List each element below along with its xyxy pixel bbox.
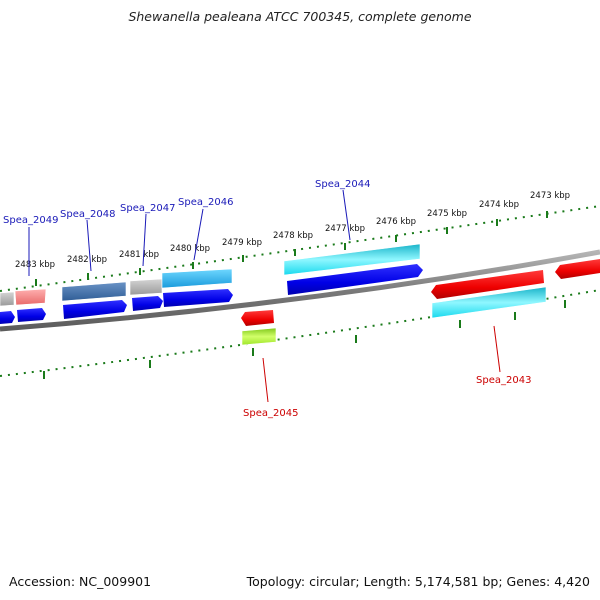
scale-label-2476: 2476 kbp <box>376 217 416 227</box>
gene-label-spea-2047[interactable]: Spea_2047 <box>120 203 175 214</box>
gene-box-spea-2044[interactable] <box>283 243 421 276</box>
gene-label-spea-2044[interactable]: Spea_2044 <box>315 179 370 190</box>
genome-backbone <box>0 249 600 332</box>
scale-label-2483: 2483 kbp <box>15 260 55 270</box>
gene-box-spea-2048[interactable] <box>61 281 127 302</box>
gene-label-spea-2048[interactable]: Spea_2048 <box>60 209 115 220</box>
gene-box-spea-2045[interactable] <box>241 327 277 346</box>
scale-label-2480: 2480 kbp <box>170 244 210 254</box>
forward-arrow-partial[interactable] <box>0 311 15 324</box>
genome-summary-text: Topology: circular; Length: 5,174,581 bp… <box>246 574 590 589</box>
inner-major-ticks <box>43 300 566 379</box>
scale-label-2478: 2478 kbp <box>273 231 313 241</box>
reverse-arrow-partial-right[interactable] <box>555 259 600 279</box>
forward-arrow-spea-2044[interactable] <box>287 264 423 295</box>
scale-label-2479: 2479 kbp <box>222 238 262 248</box>
outer-scale-track <box>0 205 600 292</box>
forward-arrow-spea-2046[interactable] <box>163 289 233 307</box>
forward-arrow-spea-2049[interactable] <box>17 308 46 322</box>
forward-arrow-spea-2047[interactable] <box>132 296 163 311</box>
gene-label-spea-2046[interactable]: Spea_2046 <box>178 197 233 208</box>
scale-label-2482: 2482 kbp <box>67 255 107 265</box>
gene-box-spea-2049[interactable] <box>14 288 47 306</box>
scale-label-2473: 2473 kbp <box>530 191 570 201</box>
gene-box-spea-2046[interactable] <box>161 268 233 289</box>
reverse-cog-boxes <box>241 286 547 346</box>
label-leader-lines <box>28 189 501 403</box>
gene-box-spea-2043[interactable] <box>431 286 547 319</box>
gene-label-spea-2045[interactable]: Spea_2045 <box>243 408 298 419</box>
gene-label-spea-2043[interactable]: Spea_2043 <box>476 375 531 386</box>
reverse-arrow-spea-2045[interactable] <box>241 310 274 326</box>
accession-text: Accession: NC_009901 <box>9 574 152 589</box>
forward-cog-boxes <box>0 243 421 307</box>
forward-gene-arrows <box>0 264 423 324</box>
scale-label-2474: 2474 kbp <box>479 200 519 210</box>
scale-label-2475: 2475 kbp <box>427 209 467 219</box>
scale-label-2477: 2477 kbp <box>325 224 365 234</box>
gene-label-spea-2049[interactable]: Spea_2049 <box>3 215 58 226</box>
outer-major-ticks <box>35 211 548 286</box>
gene-box-partial-left-gray[interactable] <box>0 291 15 307</box>
gene-box-spea-2047[interactable] <box>129 278 163 296</box>
forward-arrow-spea-2048[interactable] <box>63 300 127 319</box>
reverse-arrow-spea-2043[interactable] <box>431 270 544 299</box>
reverse-gene-arrows <box>241 259 600 326</box>
map-title: Shewanella pealeana ATCC 700345, complet… <box>128 9 472 24</box>
scale-label-2481: 2481 kbp <box>119 250 159 260</box>
